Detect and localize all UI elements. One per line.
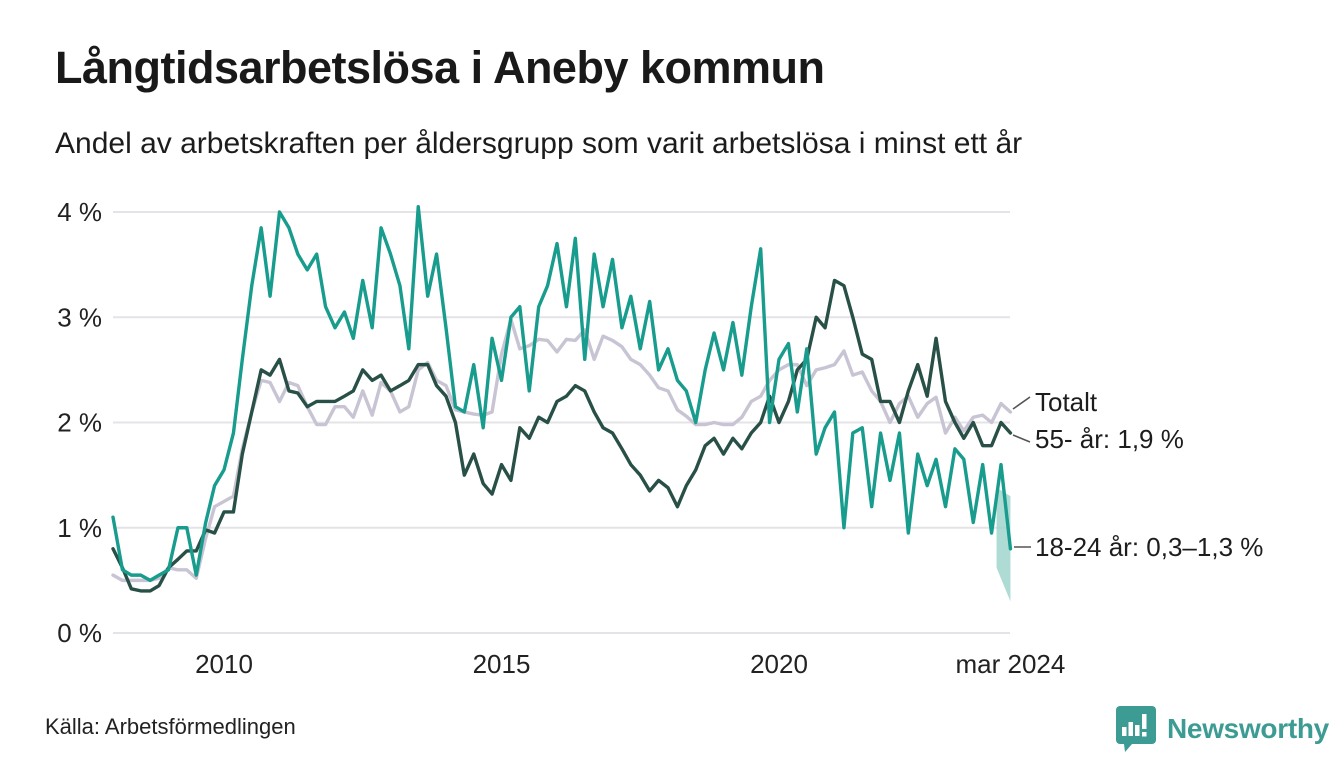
y-tick-label: 4 % [57,197,102,227]
line-55-r [111,278,1013,593]
series-label-55-ar: 55- år: 1,9 % [1035,424,1184,454]
connector-55-ar [1012,434,1031,443]
chart-subtitle: Andel av arbetskraften per åldersgrupp s… [55,127,1023,160]
x-tick-label: mar 2024 [956,649,1066,679]
x-tick-label: 2010 [195,649,253,679]
y-tick-label: 1 % [57,513,102,543]
y-tick-label: 2 % [57,408,102,438]
newsworthy-bubble-icon [1116,706,1156,752]
connector-totalt [1012,396,1031,410]
x-tick-label: 2020 [750,649,808,679]
line-chart: 0 % 1 % 2 % 3 % 4 % 2010 2015 2020 mar 2024 [57,197,1066,679]
x-tick-label: 2015 [473,649,531,679]
newsworthy-logo: Newsworthy [1114,704,1329,754]
series-label-18-24-ar: 18-24 år: 0,3–1,3 % [1035,532,1264,562]
y-tick-label: 0 % [57,618,102,648]
line-18-24-r [111,205,1013,583]
newsworthy-wordmark: Newsworthy [1167,713,1329,744]
page-title: Långtidsarbetslösa i Aneby kommun [55,42,825,93]
chart-area: 0 % 1 % 2 % 3 % 4 % 2010 2015 2020 mar 2024 [0,190,1340,690]
source-caption: Källa: Arbetsförmedlingen [45,714,296,739]
line-totalt [111,317,1013,583]
y-tick-label: 3 % [57,302,102,332]
series-label-totalt: Totalt [1035,387,1098,417]
